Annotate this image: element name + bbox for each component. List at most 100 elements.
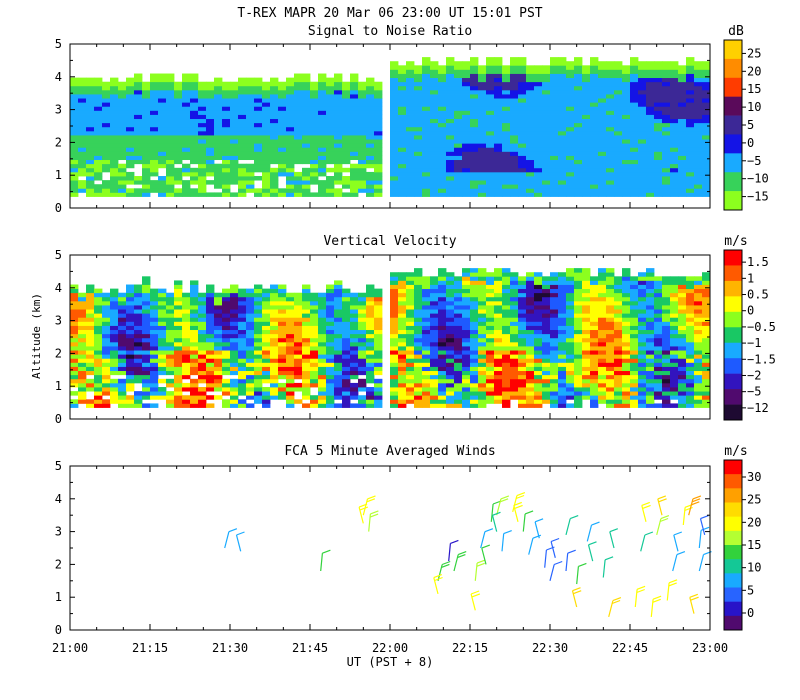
field-cell	[366, 296, 375, 302]
field-cell	[422, 176, 431, 181]
field-cell	[166, 188, 175, 193]
field-cell	[486, 167, 495, 173]
field-cell	[670, 329, 679, 335]
field-cell	[638, 272, 647, 277]
field-cell	[494, 391, 503, 396]
field-cell	[126, 192, 135, 197]
field-cell	[174, 358, 183, 363]
field-cell	[222, 350, 231, 355]
field-cell	[646, 382, 655, 388]
field-cell	[390, 143, 399, 148]
field-cell	[358, 167, 367, 173]
field-cell	[238, 94, 247, 99]
field-cell	[198, 106, 207, 111]
field-cell	[558, 387, 567, 392]
field-cell	[422, 276, 431, 281]
field-cell	[534, 362, 543, 367]
field-cell	[678, 69, 687, 74]
field-cell	[638, 122, 647, 128]
field-cell	[158, 89, 167, 95]
field-cell	[574, 57, 583, 62]
field-cell	[686, 350, 695, 355]
field-cell	[70, 296, 79, 302]
field-cell	[566, 284, 575, 290]
field-cell	[622, 346, 631, 351]
field-cell	[254, 98, 263, 103]
field-cell	[206, 395, 215, 400]
field-cell	[494, 143, 503, 148]
field-cell	[470, 387, 479, 392]
field-cell	[70, 300, 79, 306]
field-cell	[134, 305, 143, 310]
field-cell	[462, 317, 471, 322]
field-cell	[254, 399, 263, 404]
field-cell	[366, 98, 375, 103]
field-cell	[246, 321, 255, 326]
field-cell	[574, 382, 583, 388]
field-cell	[502, 98, 511, 103]
field-cell	[694, 325, 703, 331]
field-cell	[158, 313, 167, 318]
field-cell	[406, 387, 415, 392]
field-cell	[334, 114, 343, 120]
field-cell	[510, 65, 519, 70]
field-cell	[606, 358, 615, 363]
field-cell	[534, 176, 543, 181]
field-cell	[302, 296, 311, 302]
field-cell	[550, 102, 559, 107]
field-cell	[70, 85, 79, 91]
field-cell	[574, 370, 583, 376]
field-cell	[598, 329, 607, 335]
field-cell	[558, 309, 567, 314]
field-cell	[542, 300, 551, 306]
field-cell	[302, 305, 311, 310]
field-cell	[262, 321, 271, 326]
field-cell	[206, 374, 215, 380]
field-cell	[430, 176, 439, 181]
field-cell	[398, 272, 407, 277]
field-cell	[270, 378, 279, 384]
field-cell	[510, 366, 519, 372]
field-cell	[462, 387, 471, 392]
field-cell	[222, 403, 231, 408]
field-cell	[222, 122, 231, 128]
field-cell	[614, 167, 623, 173]
field-cell	[190, 317, 199, 322]
field-cell	[422, 300, 431, 306]
field-cell	[110, 399, 119, 404]
field-cell	[454, 147, 463, 152]
field-cell	[390, 337, 399, 343]
field-cell	[614, 391, 623, 396]
field-cell	[694, 358, 703, 363]
field-cell	[478, 350, 487, 355]
field-cell	[414, 288, 423, 294]
field-cell	[534, 130, 543, 136]
field-cell	[126, 180, 135, 185]
field-cell	[390, 391, 399, 396]
field-cell	[102, 122, 111, 128]
field-cell	[622, 147, 631, 152]
field-cell	[582, 300, 591, 306]
field-cell	[286, 391, 295, 396]
field-cell	[214, 321, 223, 326]
field-cell	[422, 118, 431, 124]
field-cell	[486, 69, 495, 74]
field-cell	[478, 403, 487, 408]
field-cell	[198, 126, 207, 132]
field-cell	[358, 159, 367, 165]
field-cell	[134, 118, 143, 124]
field-cell	[598, 268, 607, 273]
field-cell	[534, 292, 543, 298]
colorbar-label: 5	[747, 583, 754, 597]
field-cell	[630, 143, 639, 148]
field-cell	[86, 305, 95, 310]
field-cell	[230, 192, 239, 197]
field-cell	[558, 358, 567, 363]
field-cell	[214, 102, 223, 107]
field-cell	[446, 296, 455, 302]
field-cell	[422, 399, 431, 404]
field-cell	[494, 370, 503, 376]
field-cell	[206, 288, 215, 294]
field-cell	[310, 110, 319, 115]
field-cell	[558, 135, 567, 140]
